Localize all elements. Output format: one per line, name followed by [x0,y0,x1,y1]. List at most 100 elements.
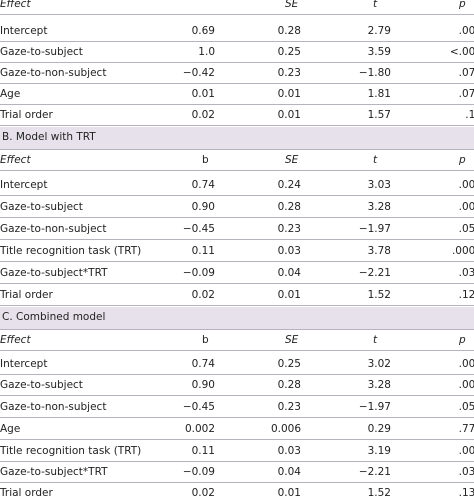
cell-p: .132 [458,487,474,499]
header-effect: Effect [0,334,31,346]
cell-b: −0.09 [182,466,215,478]
table-row: Gaze-to-non-subject −0.45 0.23 −1.97 .05… [0,397,474,418]
cell-se: 0.24 [277,179,301,191]
cell-t: 3.03 [367,179,391,191]
header-t: t [373,154,378,166]
cell-t: −2.21 [358,466,391,478]
cell-t: −2.21 [358,267,391,279]
cell-t: 3.28 [367,379,391,391]
table-row: Gaze-to-non-subject −0.45 0.23 −1.97 .05… [0,219,474,240]
cell-b: 0.02 [191,109,215,121]
cell-se: 0.006 [270,423,301,435]
table-row: Age 0.01 0.01 1.81 .076 [0,84,474,105]
cell-se: 0.28 [277,201,301,213]
header-effect: Effect [0,154,31,166]
cell-b: 0.11 [191,445,215,457]
cell-effect: Trial order [0,109,53,121]
cell-p: .006 [458,25,474,37]
cell-se: 0.23 [277,401,301,413]
cell-effect: Gaze-to-subject*TRT [0,267,108,279]
table-b-header: Effect b SE t p [0,150,474,171]
cell-t: 2.79 [367,25,391,37]
cell-t: 3.02 [367,358,391,370]
cell-p: .003 [458,201,474,213]
cell-b: 0.90 [191,201,215,213]
cell-effect: Intercept [0,25,48,37]
section-title-c: C. Combined model [0,307,474,330]
cell-effect: Title recognition task (TRT) [0,445,142,457]
cell-se: 0.03 [277,245,301,257]
table-a-header: Effect SE t p [0,0,474,15]
cell-t: 3.78 [367,245,391,257]
cell-p: .129 [458,289,474,301]
header-p: p [459,154,466,166]
cell-p: .003 [458,379,474,391]
header-t: t [373,334,378,346]
section-title-b: B. Model with TRT [0,127,474,150]
cell-b: 0.90 [191,379,215,391]
cell-p: .003 [458,179,474,191]
cell-b: 0.02 [191,487,215,499]
cell-effect: Intercept [0,358,48,370]
cell-b: 0.69 [191,25,215,37]
cell-b: 0.002 [184,423,215,435]
header-p: p [459,334,466,346]
cell-se: 0.01 [277,88,301,100]
cell-p: .030 [458,466,474,478]
table-row: Intercept 0.74 0.25 3.02 .003 [0,354,474,375]
table-row: Title recognition task (TRT) 0.11 0.03 3… [0,241,474,262]
cell-effect: Age [0,423,21,435]
cell-b: 0.74 [191,358,215,370]
cell-t: 1.52 [367,289,391,301]
cell-p: .003 [458,358,474,370]
cell-b: −0.42 [182,67,215,79]
table-row: Gaze-to-subject*TRT −0.09 0.04 −2.21 .03… [0,263,474,284]
cell-t: −1.97 [358,401,391,413]
section-title: B. Model with TRT [2,131,96,143]
cell-effect: Gaze-to-non-subject [0,67,107,79]
header-p: p [459,0,466,10]
section-title: C. Combined model [2,311,106,323]
table-row: Age 0.002 0.006 0.29 .776 [0,419,474,440]
cell-p: .12 [465,109,474,121]
cell-p: .076 [458,88,474,100]
cell-se: 0.23 [277,67,301,79]
cell-b: 0.74 [191,179,215,191]
cell-t: 0.29 [367,423,391,435]
table-c-header: Effect b SE t p [0,330,474,351]
cell-se: 0.04 [277,267,301,279]
cell-t: 3.28 [367,201,391,213]
cell-p: .776 [458,423,474,435]
cell-effect: Trial order [0,289,53,301]
header-se: SE [285,154,299,166]
cell-t: 3.59 [367,46,391,58]
table-row: Intercept 0.69 0.28 2.79 .006 [0,21,474,42]
cell-b: −0.45 [182,223,215,235]
table-row: Gaze-to-non-subject −0.42 0.23 −1.80 .07… [0,63,474,84]
header-effect: Effect [0,0,31,10]
table-row: Gaze-to-subject 0.90 0.28 3.28 .003 [0,375,474,396]
cell-se: 0.03 [277,445,301,457]
cell-se: 0.28 [277,25,301,37]
cell-effect: Gaze-to-non-subject [0,223,107,235]
cell-t: 3.19 [367,445,391,457]
cell-effect: Gaze-to-subject [0,46,83,58]
cell-se: 0.28 [277,379,301,391]
cell-t: −1.97 [358,223,391,235]
cell-b: 0.11 [191,245,215,257]
cell-t: 1.57 [367,109,391,121]
table-row: Trial order 0.02 0.01 1.52 .132 [0,483,474,500]
cell-effect: Gaze-to-subject [0,201,83,213]
cell-effect: Intercept [0,179,48,191]
cell-se: 0.25 [277,46,301,58]
cell-se: 0.01 [277,487,301,499]
cell-p: .030 [458,267,474,279]
cell-effect: Gaze-to-subject [0,379,83,391]
cell-se: 0.25 [277,358,301,370]
cell-effect: Age [0,88,21,100]
cell-effect: Gaze-to-non-subject [0,401,107,413]
cell-se: 0.04 [277,466,301,478]
cell-b: 1.0 [198,46,215,58]
table-row: Trial order 0.02 0.01 1.57 .12 [0,105,474,126]
